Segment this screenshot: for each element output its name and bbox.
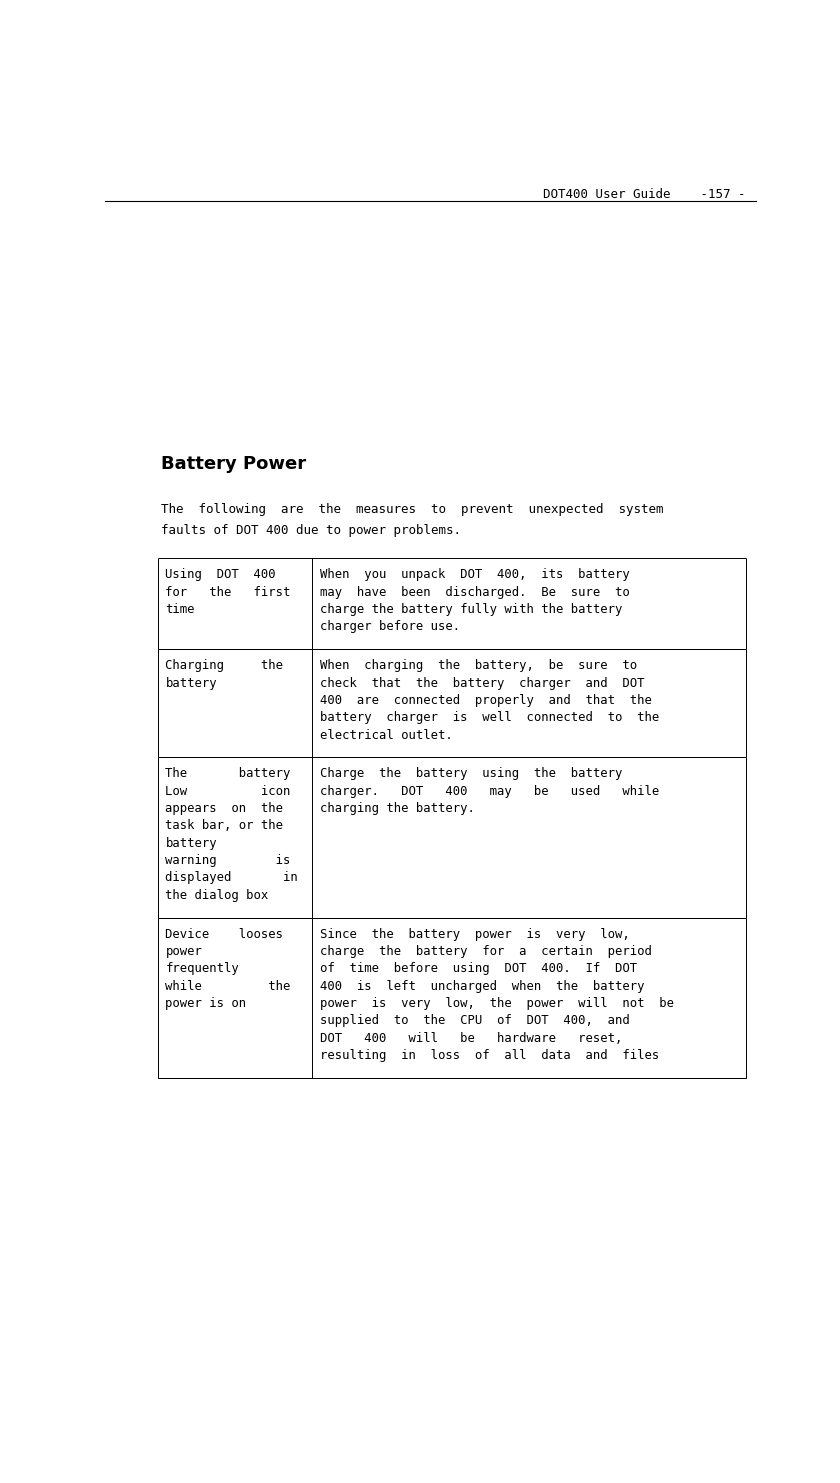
Text: while         the: while the <box>165 980 291 992</box>
Text: Battery Power: Battery Power <box>160 455 306 473</box>
Text: Charge  the  battery  using  the  battery: Charge the battery using the battery <box>319 767 622 780</box>
Text: 400  are  connected  properly  and  that  the: 400 are connected properly and that the <box>319 694 652 707</box>
Text: battery: battery <box>165 836 217 850</box>
Text: for   the   first: for the first <box>165 586 291 599</box>
Text: may  have  been  discharged.  Be  sure  to: may have been discharged. Be sure to <box>319 586 629 599</box>
Text: frequently: frequently <box>165 962 239 976</box>
Text: power: power <box>165 945 202 958</box>
Text: DOT400 User Guide    -157 -: DOT400 User Guide -157 - <box>543 188 746 202</box>
Text: battery: battery <box>165 676 217 690</box>
Text: The  following  are  the  measures  to  prevent  unexpected  system: The following are the measures to preven… <box>160 503 664 516</box>
Text: time: time <box>165 604 195 615</box>
Text: warning        is: warning is <box>165 854 291 868</box>
Text: Low          icon: Low icon <box>165 785 291 798</box>
Text: charger before use.: charger before use. <box>319 620 459 633</box>
Text: displayed       in: displayed in <box>165 872 298 884</box>
Text: electrical outlet.: electrical outlet. <box>319 728 452 742</box>
Text: Charging     the: Charging the <box>165 660 283 672</box>
Text: appears  on  the: appears on the <box>165 802 283 816</box>
Text: Using  DOT  400: Using DOT 400 <box>165 568 276 581</box>
Text: charging the battery.: charging the battery. <box>319 802 475 816</box>
Text: battery  charger  is  well  connected  to  the: battery charger is well connected to the <box>319 712 659 724</box>
Text: charge  the  battery  for  a  certain  period: charge the battery for a certain period <box>319 945 652 958</box>
Text: the dialog box: the dialog box <box>165 888 269 902</box>
Text: check  that  the  battery  charger  and  DOT: check that the battery charger and DOT <box>319 676 644 690</box>
Text: of  time  before  using  DOT  400.  If  DOT: of time before using DOT 400. If DOT <box>319 962 637 976</box>
Text: When  charging  the  battery,  be  sure  to: When charging the battery, be sure to <box>319 660 637 672</box>
Text: DOT   400   will   be   hardware   reset,: DOT 400 will be hardware reset, <box>319 1032 622 1044</box>
Text: power is on: power is on <box>165 997 247 1010</box>
Text: charger.   DOT   400   may   be   used   while: charger. DOT 400 may be used while <box>319 785 659 798</box>
Text: supplied  to  the  CPU  of  DOT  400,  and: supplied to the CPU of DOT 400, and <box>319 1014 629 1028</box>
Text: power  is  very  low,  the  power  will  not  be: power is very low, the power will not be <box>319 997 674 1010</box>
Text: resulting  in  loss  of  all  data  and  files: resulting in loss of all data and files <box>319 1048 659 1062</box>
Text: When  you  unpack  DOT  400,  its  battery: When you unpack DOT 400, its battery <box>319 568 629 581</box>
Text: Since  the  battery  power  is  very  low,: Since the battery power is very low, <box>319 927 629 940</box>
Text: task bar, or the: task bar, or the <box>165 820 283 832</box>
Text: Device    looses: Device looses <box>165 927 283 940</box>
Text: faults of DOT 400 due to power problems.: faults of DOT 400 due to power problems. <box>160 525 461 537</box>
Text: charge the battery fully with the battery: charge the battery fully with the batter… <box>319 604 622 615</box>
Text: The       battery: The battery <box>165 767 291 780</box>
Text: 400  is  left  uncharged  when  the  battery: 400 is left uncharged when the battery <box>319 980 644 992</box>
